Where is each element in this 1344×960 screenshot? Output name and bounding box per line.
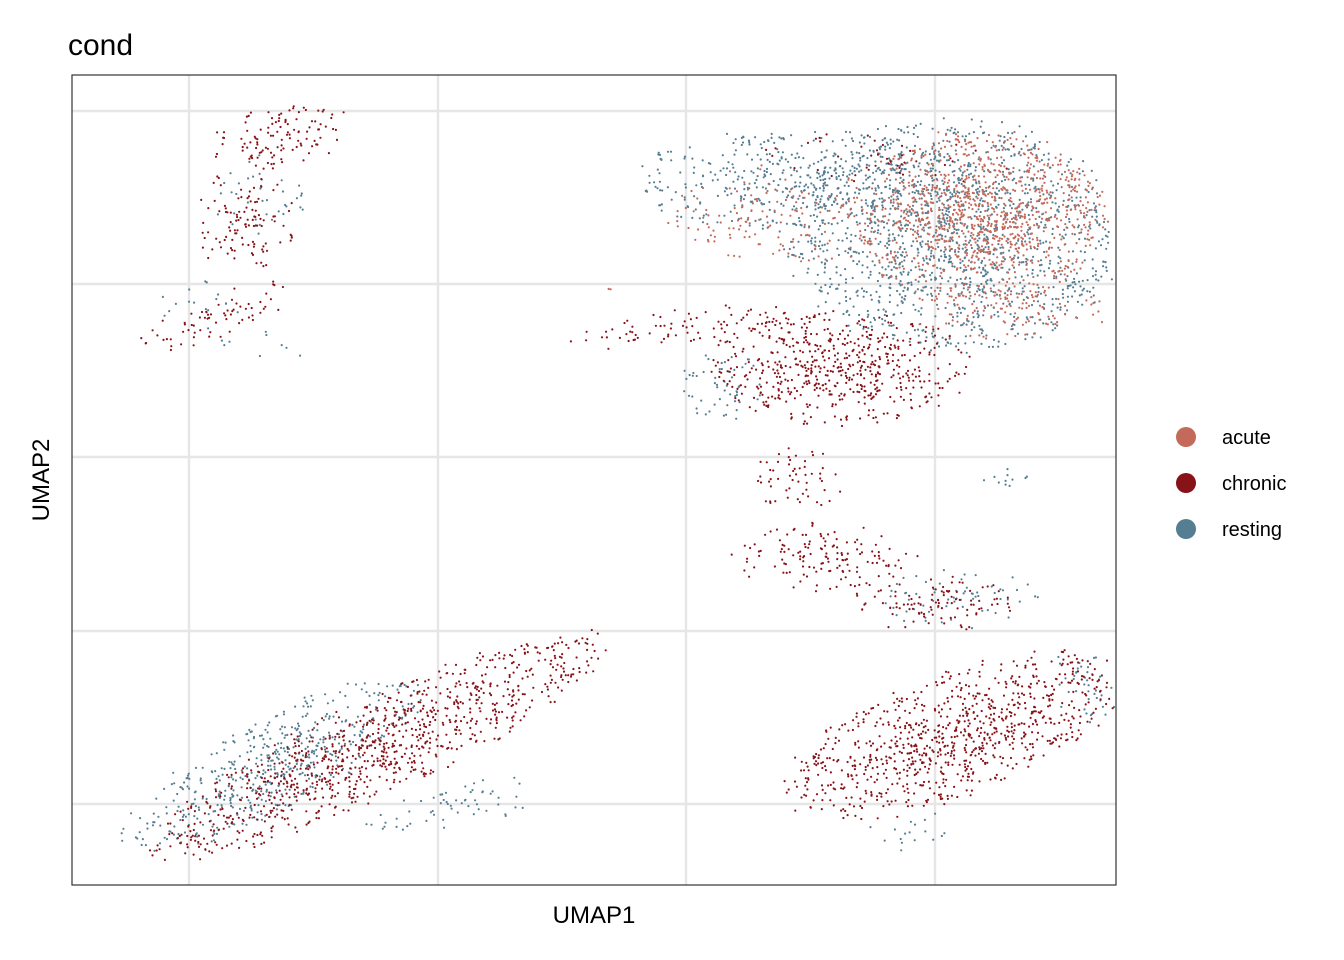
chart-title: cond (68, 29, 133, 62)
legend: acute chronic resting (1176, 427, 1286, 541)
series-points-resting (120, 117, 1116, 852)
series-acute (607, 130, 1110, 340)
plot-border (71, 74, 1117, 886)
legend-label-chronic: chronic (1222, 473, 1286, 495)
grid (72, 75, 1116, 885)
legend-swatch-resting (1176, 519, 1196, 539)
y-axis-label: UMAP2 (28, 439, 55, 522)
legend-label-acute: acute (1222, 427, 1271, 449)
series-points-acute (607, 130, 1110, 340)
x-axis-label: UMAP1 (553, 902, 636, 929)
legend-label-resting: resting (1222, 519, 1282, 541)
legend-swatch-acute (1176, 427, 1196, 447)
series-chronic (140, 105, 1114, 862)
scatter-points (120, 105, 1116, 862)
series-points-chronic (140, 105, 1114, 862)
legend-swatch-chronic (1176, 473, 1196, 493)
series-resting (120, 117, 1116, 852)
